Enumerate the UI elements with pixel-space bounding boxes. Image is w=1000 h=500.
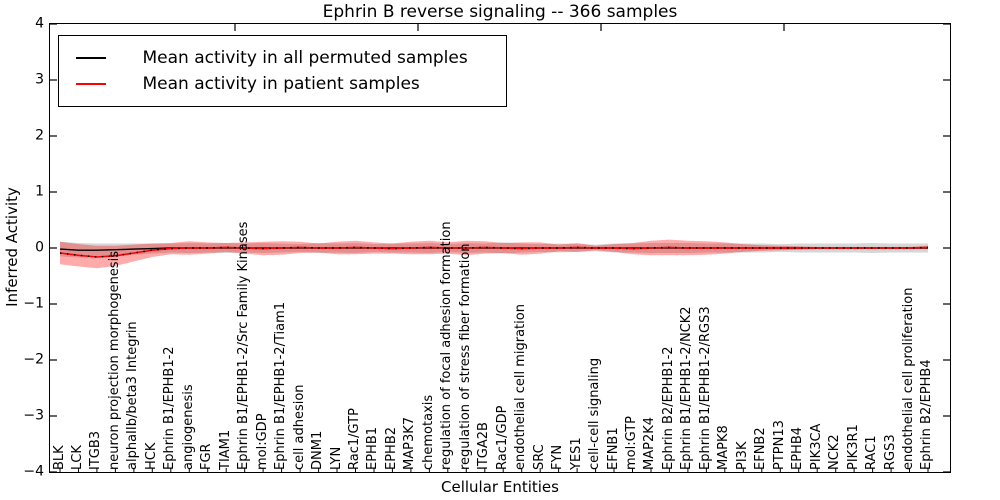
x-tick-label: PIK3R1 <box>845 424 861 470</box>
x-tick-label: Ephrin B1/EPHB1-2/NCK2 <box>679 306 695 470</box>
x-tick-label: DNM1 <box>310 430 326 470</box>
x-tick-label: FGR <box>199 443 215 470</box>
chart-title: Ephrin B reverse signaling -- 366 sample… <box>322 2 678 22</box>
x-tick-label: mol:GDP <box>254 413 270 470</box>
x-tick-label: endothelial cell proliferation <box>901 287 917 471</box>
x-tick-label: NCK2 <box>827 434 843 470</box>
x-tick-label: RGS3 <box>882 434 898 470</box>
x-tick-label: PI3K <box>734 441 750 470</box>
legend-line-sample-black <box>75 56 106 59</box>
x-tick-label: MAP2K4 <box>642 416 658 470</box>
y-tick-label: 1 <box>35 183 44 200</box>
legend-entry-permuted: Mean activity in all permuted samples <box>59 45 506 71</box>
legend-line-sample-red <box>75 82 106 85</box>
y-tick-label: 4 <box>35 15 44 32</box>
y-tick-label: 3 <box>35 71 44 88</box>
x-tick-label: LYN <box>328 446 344 470</box>
x-tick-label: ITGA2B <box>476 422 492 470</box>
x-tick-label: YES1 <box>568 437 584 470</box>
x-tick-label: MAP3K7 <box>402 416 418 470</box>
chart-canvas <box>49 23 950 472</box>
x-tick-label: Ephrin B2/EPHB1-2 <box>660 346 676 470</box>
x-tick-label: Ephrin B1/EPHB1-2/Src Family Kinases <box>236 221 252 470</box>
x-tick-label: mol:GTP <box>624 416 639 470</box>
x-axis-label: Cellular Entities <box>441 478 559 496</box>
x-tick-label: Ephrin B1/EPHB1-2 <box>162 346 178 470</box>
y-tick-label: −4 <box>23 463 44 480</box>
y-tick-label: −2 <box>23 351 44 368</box>
x-tick-label: cell adhesion <box>291 384 307 470</box>
x-tick-label: cell-cell signaling <box>587 357 603 470</box>
x-tick-label: SRC <box>531 444 547 470</box>
legend-label-patient: Mean activity in patient samples <box>142 73 420 94</box>
plot-area: Mean activity in all permuted samples Me… <box>48 22 951 473</box>
x-tick-label: TIAM1 <box>217 429 233 470</box>
x-tick-label: neuron projection morphogenesis <box>106 251 122 470</box>
x-tick-label: Ephrin B1/EPHB1-2/Tiam1 <box>273 301 289 470</box>
x-tick-label: FYN <box>550 444 566 470</box>
legend: Mean activity in all permuted samples Me… <box>57 34 507 107</box>
x-tick-label: angiogenesis <box>180 384 196 470</box>
y-tick-label: −1 <box>23 295 44 312</box>
y-tick-label: 2 <box>35 127 44 144</box>
x-tick-label: EPHB4 <box>790 426 806 470</box>
x-tick-label: EPHB1 <box>365 426 381 470</box>
x-tick-label: endothelial cell migration <box>513 304 529 470</box>
x-tick-label: MAPK8 <box>716 425 732 470</box>
x-tick-label: Ephrin B2/EPHB4 <box>919 359 935 470</box>
x-tick-label: EFNB1 <box>605 427 621 470</box>
x-tick-label: LCK <box>69 445 85 470</box>
x-tick-label: HCK <box>143 442 159 470</box>
y-tick-label: 0 <box>35 239 44 256</box>
x-tick-label: alphaIIb/beta3 Integrin <box>125 321 141 470</box>
x-tick-label: chemotaxis <box>420 394 436 470</box>
x-tick-label: Rac1/GTP <box>346 408 362 470</box>
x-tick-label: regulation of stress fiber formation <box>457 243 473 470</box>
x-tick-label: PIK3CA <box>808 423 824 470</box>
legend-entry-patient: Mean activity in patient samples <box>59 71 506 97</box>
x-tick-label: Rac1/GDP <box>494 405 510 470</box>
x-tick-label: RAC1 <box>864 435 880 470</box>
y-tick-label: −3 <box>23 407 44 424</box>
x-tick-label: regulation of focal adhesion formation <box>439 221 455 470</box>
x-tick-label: PTPN13 <box>771 420 787 470</box>
x-tick-label: EFNB2 <box>753 427 769 470</box>
x-tick-label: BLK <box>51 445 67 470</box>
legend-label-permuted: Mean activity in all permuted samples <box>142 47 468 68</box>
x-tick-label: Ephrin B1/EPHB1-2/RGS3 <box>697 306 713 470</box>
x-tick-label: ITGB3 <box>88 430 104 470</box>
x-tick-label: EPHB2 <box>383 426 399 470</box>
